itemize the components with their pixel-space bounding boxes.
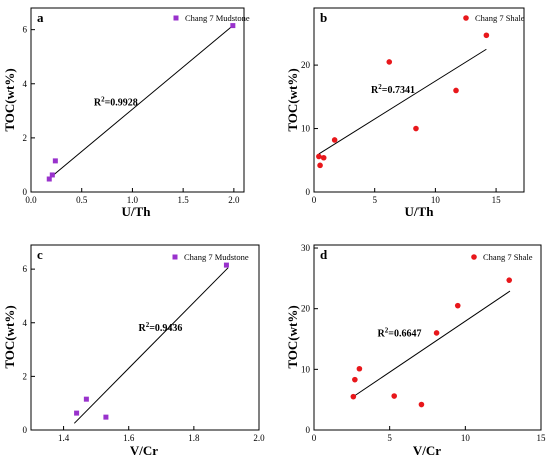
data-point [223, 262, 229, 268]
x-axis-title: U/Th [122, 204, 152, 219]
x-tick-label: 15 [492, 195, 502, 205]
data-point [331, 137, 338, 143]
y-tick-label: 0 [23, 187, 28, 197]
panel-letter: a [37, 10, 44, 25]
legend-marker [471, 254, 477, 260]
x-tick-label: 0.0 [25, 195, 37, 205]
data-point [356, 365, 363, 372]
fit-line [48, 25, 234, 179]
legend-label: Chang 7 Mudstone [185, 13, 250, 23]
y-tick-label: 6 [23, 264, 28, 274]
data-point [46, 176, 52, 182]
y-tick-label: 0 [306, 187, 311, 197]
legend-marker [173, 15, 179, 21]
x-tick-label: 1.8 [188, 433, 200, 443]
x-axis-title: U/Th [405, 204, 435, 219]
panel-c: 1.4 1.6 1.8 2.0 0 2 4 6c V/Cr TOC(wt%) Chang 7 Mud… [2, 244, 265, 458]
y-tick-label: 0 [23, 425, 28, 435]
x-tick-label: 0 [312, 433, 317, 443]
x-tick-label: 15 [537, 433, 547, 443]
y-tick-label: 10 [301, 124, 311, 134]
data-point [418, 401, 425, 408]
y-axis-title: TOC(wt%) [2, 68, 17, 131]
data-point [453, 87, 459, 94]
fit-line [73, 267, 229, 424]
data-point [52, 158, 58, 164]
panel-letter: b [320, 10, 327, 25]
r-squared-label: R2=0.6647 [378, 327, 422, 340]
data-point [506, 277, 513, 283]
x-tick-label: 10 [461, 433, 471, 443]
x-tick-label: 2.0 [253, 433, 265, 443]
y-axis-title: TOC(wt%) [285, 305, 300, 368]
x-tick-label: 2.0 [228, 195, 240, 205]
data-point [350, 393, 357, 400]
y-axis-title: TOC(wt%) [285, 68, 300, 131]
y-tick-label: 6 [23, 25, 28, 35]
data-point [413, 125, 419, 132]
data-point [352, 376, 358, 383]
data-point [454, 302, 461, 309]
y-tick-label: 20 [301, 60, 311, 70]
x-tick-label: 1.6 [123, 433, 135, 443]
y-tick-label: 10 [301, 364, 311, 374]
plot-frame [313, 7, 525, 193]
x-tick-label: 1.5 [178, 195, 190, 205]
x-tick-label: 5 [372, 195, 377, 205]
data-point [483, 32, 490, 39]
y-tick-label: 4 [23, 79, 28, 89]
data-point [433, 330, 440, 336]
fit-line [353, 290, 511, 398]
x-axis-title: V/Cr [130, 443, 158, 458]
r-squared-label: R2=0.7341 [371, 83, 415, 96]
data-point [316, 153, 322, 160]
x-tick-label: 0.5 [76, 195, 88, 205]
x-axis-title: V/Cr [413, 443, 441, 458]
data-point [386, 59, 393, 65]
legend-marker [172, 254, 178, 260]
data-point [74, 410, 80, 416]
legend-label: Chang 7 Shale [483, 252, 533, 262]
fit-line [318, 48, 487, 155]
x-tick-label: 1.0 [127, 195, 139, 205]
y-tick-label: 2 [23, 133, 28, 143]
x-tick-label: 0 [312, 195, 317, 205]
x-tick-label: 10 [431, 195, 441, 205]
data-point [83, 396, 89, 402]
x-tick-label: 1.4 [58, 433, 70, 443]
x-tick-label: 5 [387, 433, 392, 443]
legend-label: Chang 7 Mudstone [184, 252, 249, 262]
y-axis-title: TOC(wt%) [2, 305, 17, 368]
data-point [103, 414, 109, 420]
legend-label: Chang 7 Shale [475, 13, 525, 23]
y-tick-label: 30 [301, 243, 311, 253]
panel-letter: c [37, 247, 43, 262]
panel-b: 0 5 10 15 0 10 20 b U/Th TOC(wt%) Chang 7 Shale R2=… [285, 7, 525, 219]
y-tick-label: 0 [306, 425, 311, 435]
r-squared-label: R2=0.9436 [138, 321, 182, 334]
data-point [391, 393, 398, 399]
plot-frame [30, 244, 260, 431]
y-tick-label: 20 [301, 304, 311, 314]
legend-marker [463, 15, 469, 21]
y-tick-label: 2 [23, 371, 28, 381]
r-squared-label: R2=0.9928 [94, 95, 138, 108]
data-point [317, 162, 323, 169]
panel-letter: d [320, 247, 328, 262]
data-point [320, 154, 327, 161]
plot-frame [313, 244, 542, 431]
panel-d: 0 5 10 15 0 10 20 30 d V/Cr TOC(wt%) Chang 7 Shale R… [285, 243, 546, 458]
data-point [49, 172, 55, 178]
y-tick-label: 4 [23, 318, 28, 328]
panel-a: 0.0 0.5 1.0 1.5 2.0 0 2 4 6a U/Th TOC(wt%) Chang 7 … [2, 7, 250, 219]
data-point [230, 23, 236, 29]
plot-frame [30, 7, 245, 193]
